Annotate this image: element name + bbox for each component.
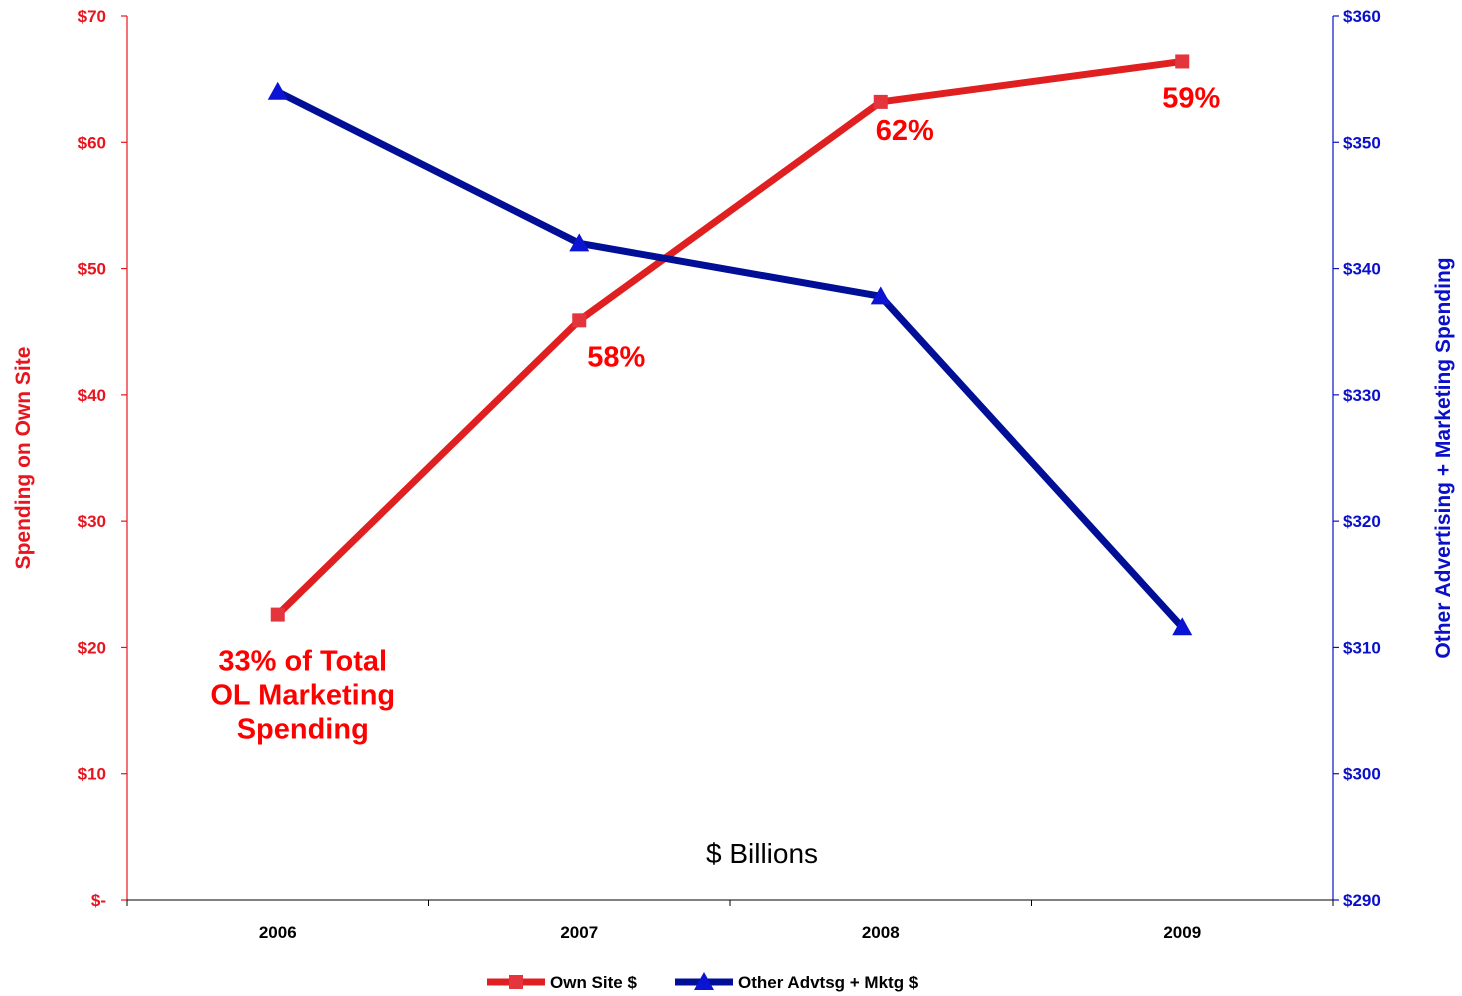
- x-tick-label: 2008: [862, 923, 900, 942]
- right-tick-label: $310: [1343, 638, 1381, 657]
- series-layer: [267, 54, 1193, 636]
- right-axis-ticks: $290 $300 $310 $320 $330 $340 $350 $360: [1333, 7, 1381, 910]
- right-tick-label: $360: [1343, 7, 1381, 26]
- left-tick-label: $-: [91, 891, 106, 910]
- left-tick-label: $20: [78, 638, 106, 657]
- left-tick-label: $30: [78, 512, 106, 531]
- left-tick-label: $40: [78, 386, 106, 405]
- right-tick-label: $300: [1343, 765, 1381, 784]
- plot-area: [126, 16, 1334, 901]
- other-advtsg-series-line: [276, 88, 1185, 630]
- right-tick-label: $350: [1343, 133, 1381, 152]
- legend-square-marker: [509, 975, 523, 989]
- own-site-data-point: [873, 94, 888, 109]
- x-axis-ticks: 2006 2007 2008 2009: [126, 900, 1334, 942]
- right-tick-label: $320: [1343, 512, 1381, 531]
- other-advtsg-data-point: [870, 286, 891, 305]
- left-tick-label: $10: [78, 765, 106, 784]
- annotation-text: 59%: [1162, 82, 1220, 114]
- left-tick-label: $60: [78, 133, 106, 152]
- legend-label: Own Site $: [550, 973, 637, 992]
- own-site-series-line: [275, 57, 1183, 618]
- legend-label: Other Advtsg + Mktg $: [738, 973, 919, 992]
- x-tick-label: 2009: [1163, 923, 1201, 942]
- other-advtsg-data-point: [267, 81, 288, 100]
- x-tick-label: 2007: [560, 923, 598, 942]
- annotation-text: 62%: [876, 115, 934, 147]
- other-advtsg-data-point: [569, 233, 590, 252]
- annotation-text: OL Marketing: [210, 680, 395, 712]
- left-tick-label: $50: [78, 260, 106, 279]
- other-advtsg-data-point: [1172, 617, 1193, 636]
- right-axis-label: Other Advertising + Marketing Spending: [1432, 257, 1455, 658]
- right-tick-label: $330: [1343, 386, 1381, 405]
- own-site-data-point: [270, 607, 285, 622]
- annotation-text: Spending: [237, 714, 369, 746]
- annotation-text: 33% of Total: [218, 646, 387, 678]
- own-site-data-point: [1175, 54, 1190, 69]
- right-tick-label: $290: [1343, 891, 1381, 910]
- left-axis-label: Spending on Own Site: [12, 347, 35, 570]
- left-axis-ticks: $- $10 $20 $30 $40 $50 $60 $70: [78, 7, 127, 910]
- legend: Own Site $ Other Advtsg + Mktg $: [487, 972, 919, 992]
- x-tick-label: 2006: [259, 923, 297, 942]
- right-tick-label: $340: [1343, 260, 1381, 279]
- unit-label: $ Billions: [706, 838, 818, 869]
- left-tick-label: $70: [78, 7, 106, 26]
- annotation-text: 58%: [587, 341, 645, 373]
- own-site-data-point: [572, 313, 587, 328]
- legend-triangle-marker: [694, 972, 714, 990]
